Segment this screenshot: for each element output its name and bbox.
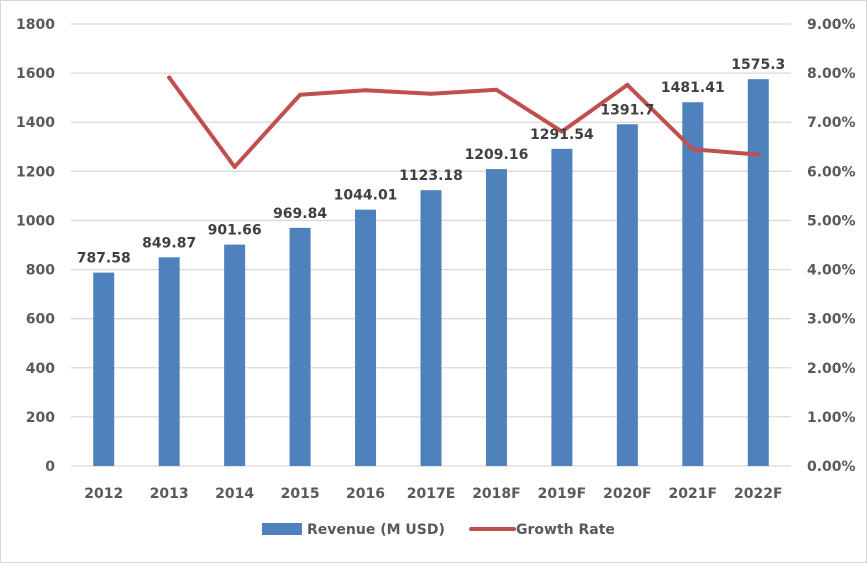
y2-tick-label: 4.00% (807, 263, 856, 279)
growth-point-2013 (167, 75, 172, 80)
data-label: 969.84 (273, 206, 327, 222)
x-tick-label: 2016 (346, 486, 385, 502)
y2-tick-label: 2.00% (807, 361, 856, 377)
data-label: 1481.41 (661, 80, 725, 96)
growth-point-2016 (363, 88, 368, 93)
y-tick-label: 400 (26, 361, 55, 377)
data-label: 1391.7 (600, 102, 654, 118)
y2-tick-label: 7.00% (807, 115, 856, 131)
bar-2013[interactable] (158, 257, 180, 466)
data-label: 1044.01 (334, 188, 398, 204)
data-label: 1123.18 (399, 168, 463, 184)
bar-2012[interactable] (93, 272, 115, 466)
legend-item-revenue[interactable]: Revenue (M USD) (262, 522, 445, 538)
x-tick-label: 2020F (603, 486, 652, 502)
growth-point-2021F (690, 147, 695, 152)
growth-point-2022F (756, 152, 761, 157)
bar-2022F[interactable] (747, 79, 769, 466)
legend-swatch-revenue (262, 523, 302, 535)
y-tick-label: 600 (26, 312, 55, 328)
y2-tick-label: 3.00% (807, 312, 856, 328)
growth-rate-line (167, 75, 761, 169)
x-axis: 2012 2013 2014 2015 2016 2017E 2018F 2019F 2020F… (84, 486, 782, 502)
growth-point-2017E (429, 91, 433, 96)
growth-point-2018F (494, 87, 499, 92)
data-label: 849.87 (142, 235, 196, 251)
y2-tick-label: 0.00% (807, 459, 856, 475)
legend: Revenue (M USD) Growth Rate (262, 522, 615, 538)
bar-2015[interactable] (289, 227, 311, 466)
y2-tick-label: 5.00% (807, 213, 856, 229)
y2-tick-label: 6.00% (807, 164, 856, 180)
x-tick-label: 2021F (669, 486, 718, 502)
y-axis-right: 0.00% 1.00% 2.00% 3.00% 4.00% 5.00% 6.00% 7.00%… (807, 17, 856, 475)
data-label: 901.66 (208, 223, 262, 239)
x-tick-label: 2015 (281, 486, 320, 502)
y-tick-label: 1400 (16, 115, 55, 131)
x-tick-label: 2017E (407, 486, 456, 502)
bar-2017E[interactable] (420, 190, 442, 467)
y-tick-label: 800 (26, 263, 55, 279)
legend-label-growth-rate: Growth Rate (516, 522, 615, 538)
growth-point-2020F (625, 82, 630, 87)
data-label: 1575.3 (731, 57, 785, 73)
y-tick-label: 1600 (16, 66, 55, 82)
bar-2021F[interactable] (682, 102, 704, 467)
x-tick-label: 2014 (215, 486, 254, 502)
legend-label-revenue: Revenue (M USD) (307, 522, 445, 538)
x-tick-label: 2013 (150, 486, 189, 502)
bar-2019F[interactable] (551, 148, 573, 467)
x-tick-label: 2019F (538, 486, 587, 502)
data-label: 1209.16 (465, 147, 529, 163)
data-label: 787.58 (77, 251, 131, 267)
revenue-bars (93, 79, 769, 467)
data-labels: 787.58849.87901.66969.841044.011123.1812… (77, 57, 786, 266)
x-tick-label: 2018F (472, 486, 521, 502)
y-tick-label: 1200 (16, 164, 55, 180)
y-tick-label: 0 (45, 459, 55, 475)
y-tick-label: 1000 (16, 213, 55, 229)
x-tick-label: 2012 (84, 486, 123, 502)
bar-2018F[interactable] (485, 169, 507, 466)
y-tick-label: 200 (26, 410, 55, 426)
growth-point-2019F (559, 129, 564, 134)
growth-rate-polyline[interactable] (167, 75, 761, 169)
growth-point-2015 (298, 92, 303, 97)
y-tick-label: 1800 (16, 17, 55, 33)
growth-point-2014 (232, 164, 237, 169)
bar-2020F[interactable] (616, 124, 638, 467)
y2-tick-label: 8.00% (807, 66, 856, 82)
y-axis-left: 0 200 400 600 800 1000 1200 1400 1600 1800 (16, 17, 55, 475)
legend-item-growth-rate[interactable]: Growth Rate (469, 522, 615, 538)
y2-tick-label: 1.00% (807, 410, 856, 426)
data-label: 1291.54 (530, 127, 594, 143)
bar-2014[interactable] (224, 244, 246, 466)
y2-tick-label: 9.00% (807, 17, 856, 33)
bar-2016[interactable] (355, 209, 377, 466)
x-tick-label: 2022F (734, 486, 783, 502)
